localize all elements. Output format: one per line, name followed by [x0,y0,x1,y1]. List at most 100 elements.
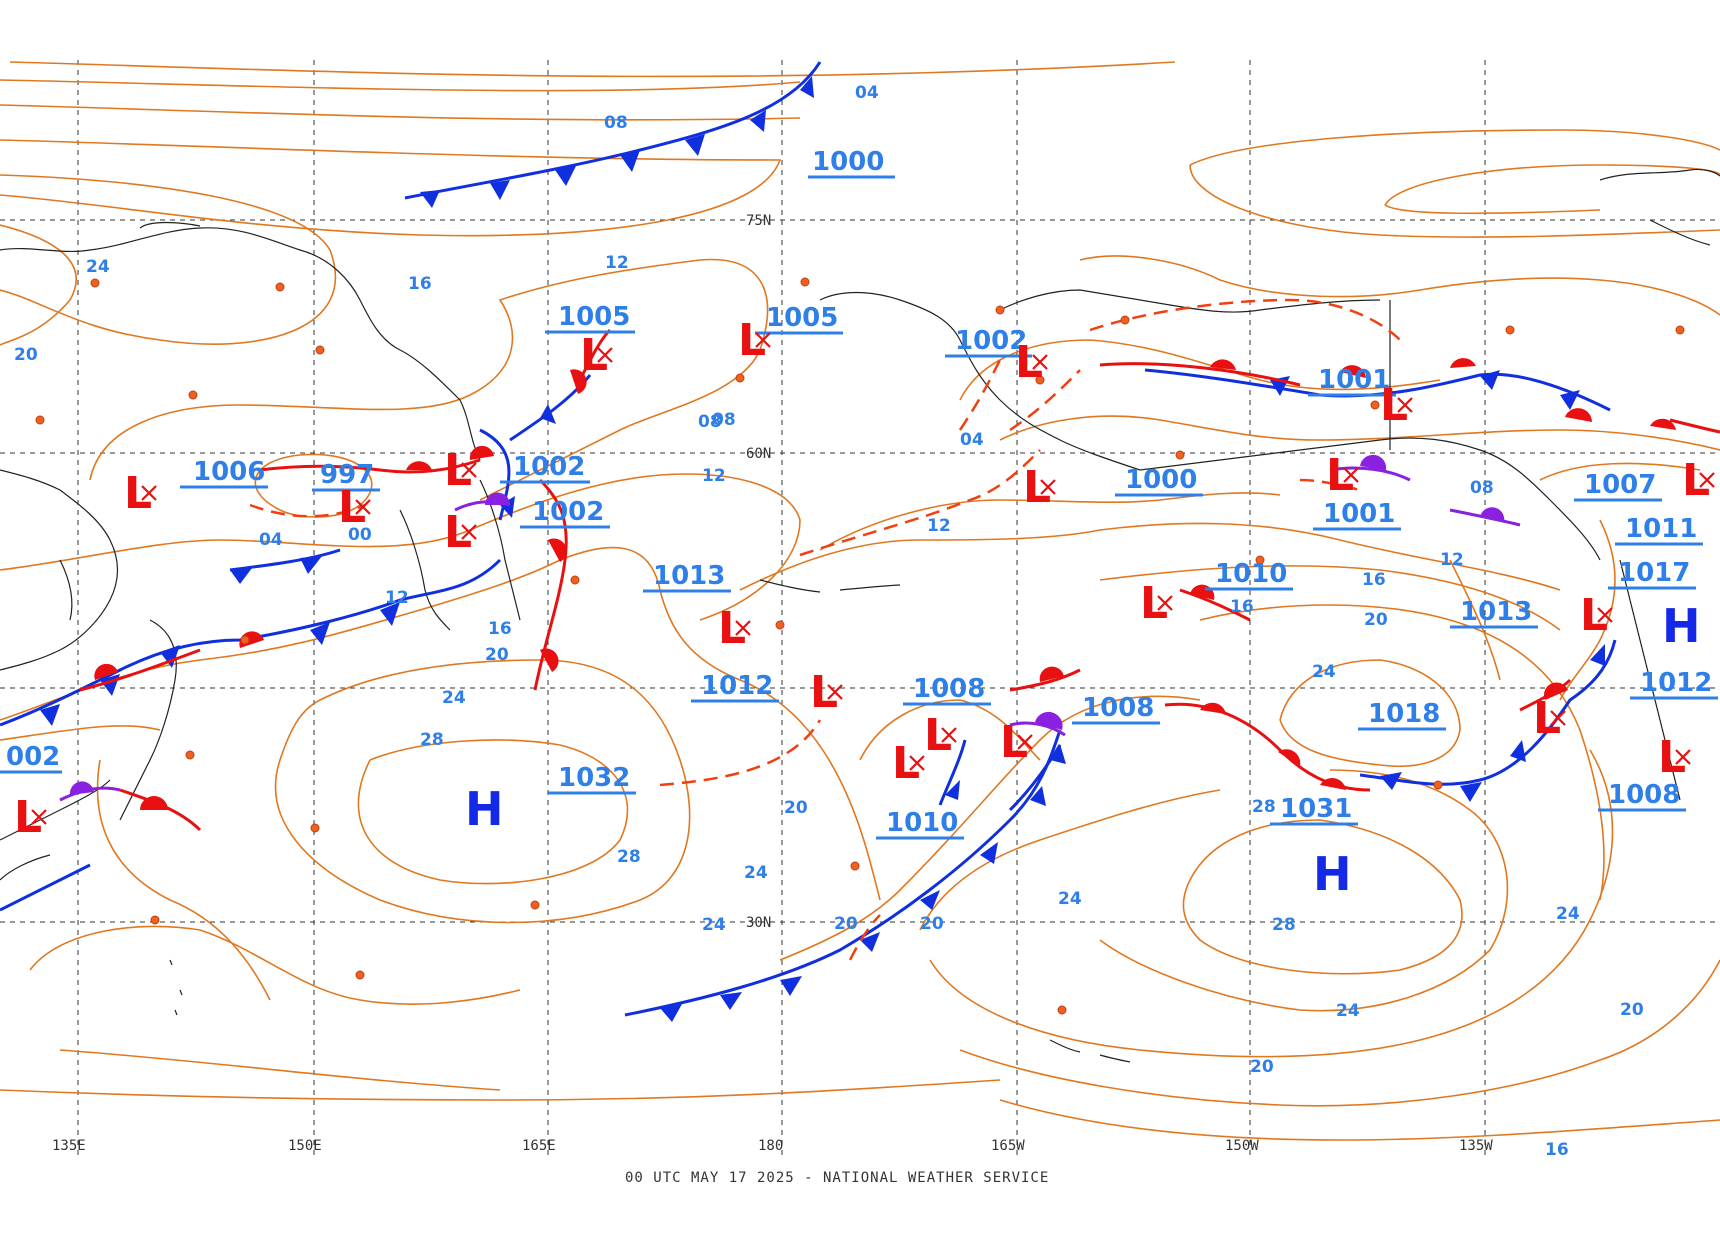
lon-label-150w: 150W [1225,1138,1259,1154]
pressure-label-1000: 1000 [808,147,895,179]
isobar-label: 16 [1545,1140,1569,1160]
svg-text:1000: 1000 [812,147,884,177]
svg-text:1006: 1006 [193,457,265,487]
svg-text:1008: 1008 [1608,780,1680,810]
pressure-label-1000: 1000 [1115,465,1203,497]
lon-label-135e: 135E [52,1138,86,1154]
isobar-label: 16 [488,619,512,639]
isobar-label: 24 [1058,889,1082,909]
map-footer: 00 UTC MAY 17 2025 - NATIONAL WEATHER SE… [625,1170,1049,1186]
lat-label-30n: 30N [746,915,771,931]
svg-text:1031: 1031 [1280,794,1352,824]
lon-label-150e: 150E [288,1138,322,1154]
low-center-symbol: L [1326,450,1359,501]
high-centers: H H H [465,599,1701,901]
pressure-label-1005-b: 1005 [755,303,843,335]
svg-text:1010: 1010 [1215,559,1287,589]
isobar-label: 24 [702,915,726,935]
low-center-symbol: L [1015,337,1048,388]
lat-label-75n: 75N [746,213,771,229]
lon-label-165w: 165W [991,1138,1025,1154]
pressure-label-1001-a: 1001 [1308,365,1396,397]
low-center-symbol: L [1533,693,1566,744]
lat-label-60n: 60N [746,446,771,462]
svg-text:1011: 1011 [1625,514,1697,544]
isobar-label: 20 [784,798,808,818]
svg-text:1002: 1002 [532,497,604,527]
low-center-symbol: L [444,507,477,558]
low-center-symbol: L [14,792,47,843]
isobar-label: 04 [960,430,984,450]
pressure-label-1008-c: 1008 [1598,780,1686,812]
troughs [249,298,1401,961]
svg-text:1001: 1001 [1318,365,1390,395]
isobar-label: 24 [1336,1001,1360,1021]
longitude-labels: 135E 150E 165E 180 165W 150W 135W [52,1138,1493,1154]
isobar-label: 08 [604,113,628,133]
svg-text:1012: 1012 [701,671,773,701]
pressure-label-1008-b: 1008 [1072,693,1160,725]
svg-text:1000: 1000 [1125,465,1197,495]
svg-text:1001: 1001 [1323,499,1395,529]
pressure-label-1005-a: 1005 [545,302,635,334]
isobar-label: 24 [1312,662,1336,682]
svg-text:1002: 1002 [955,326,1027,356]
isobar-label: 28 [1272,915,1296,935]
svg-text:002: 002 [6,742,60,772]
lon-label-180: 180 [758,1138,783,1154]
isobar-label: 20 [1364,610,1388,630]
svg-text:1032: 1032 [558,763,630,793]
pressure-labels: 1000 1006 997 1002 1002 1005 1005 1002 [0,147,1718,840]
svg-text:1005: 1005 [766,303,838,333]
low-center-symbol: L [892,738,925,789]
lon-label-135w: 135W [1459,1138,1493,1154]
pressure-label-1012-a: 1012 [691,671,779,703]
low-center-symbol: L [738,315,771,366]
pressure-label-1002-b: 1002 [520,497,610,529]
isobars [0,61,1720,1141]
isobar-label: 28 [617,847,641,867]
isobar-label: 16 [408,274,432,294]
low-center-symbol: L [1658,732,1691,783]
isobar-label: 20 [485,645,509,665]
high-center-symbol: H [1662,599,1701,653]
high-center-symbol: H [465,782,504,836]
low-center-symbol: L [444,445,477,496]
isobar-label: 08 [1470,478,1494,498]
isobar-label: 08 [712,410,736,430]
isobar-label: 20 [834,914,858,934]
isobar-label: 12 [927,516,951,536]
pressure-label-002: 002 [0,742,62,774]
pressure-label-1013-a: 1013 [643,561,731,593]
isobar-label: 20 [920,914,944,934]
svg-text:1002: 1002 [513,452,585,482]
latitude-labels: 75N 60N 30N [746,213,771,931]
low-center-symbol: L [1580,590,1613,641]
pressure-label-1017: 1017 [1608,558,1696,590]
low-center-symbol: L [718,603,751,654]
low-center-symbol: L [1380,380,1413,431]
low-center-symbol: L [1682,455,1715,506]
isobar-label: 00 [348,525,372,545]
pressure-label-1013-b: 1013 [1450,597,1538,629]
pressure-label-1032: 1032 [548,763,636,795]
isobar-label: 08 [698,412,722,432]
low-centers: L L L L L L L L L L L L L L L L L L L L … [14,315,1715,843]
coastlines [0,168,1720,1063]
svg-text:1008: 1008 [1082,693,1154,723]
isobar-label: 20 [14,345,38,365]
svg-text:1007: 1007 [1584,470,1656,500]
pressure-label-1007: 1007 [1574,470,1662,502]
pressure-label-1002-a: 1002 [500,452,590,484]
isobar-label: 20 [1250,1057,1274,1077]
cold-fronts [0,61,1617,1017]
pressure-label-997: 997 [312,460,380,492]
pressure-label-1031: 1031 [1270,794,1358,826]
pressure-label-1010-a: 1010 [1205,559,1293,591]
low-center-symbol: L [924,710,957,761]
high-center-symbol: H [1313,847,1352,901]
isobar-label: 20 [1620,1000,1644,1020]
isobar-label: 12 [1440,550,1464,570]
low-center-symbol: L [338,482,371,533]
